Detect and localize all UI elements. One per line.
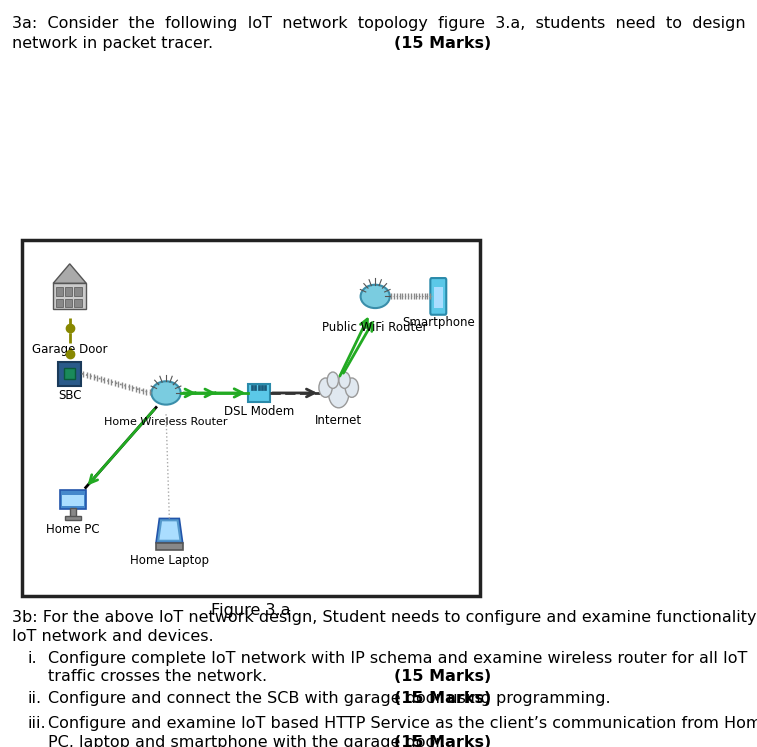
Text: IoT network and devices.: IoT network and devices.	[12, 628, 213, 643]
Text: Home PC: Home PC	[46, 524, 100, 536]
Bar	[70, 508, 76, 516]
FancyBboxPatch shape	[430, 278, 447, 314]
Text: Configure complete IoT network with IP schema and examine wireless router for al: Configure complete IoT network with IP s…	[48, 651, 747, 666]
Text: SBC: SBC	[58, 389, 82, 402]
Text: network in packet tracer.: network in packet tracer.	[12, 36, 213, 51]
Circle shape	[327, 372, 338, 388]
Polygon shape	[156, 518, 182, 542]
Text: Configure and examine IoT based HTTP Service as the client’s communication from : Configure and examine IoT based HTTP Ser…	[48, 716, 757, 731]
Text: Public WiFi Router: Public WiFi Router	[322, 320, 428, 334]
Bar	[56, 287, 63, 296]
Ellipse shape	[360, 285, 390, 308]
Bar	[64, 368, 75, 379]
Circle shape	[345, 378, 359, 397]
Bar	[53, 283, 86, 309]
Bar	[65, 287, 73, 296]
Bar	[254, 385, 257, 390]
Text: Home Laptop: Home Laptop	[130, 554, 209, 567]
Bar	[65, 299, 73, 307]
Text: 3a:  Consider  the  following  IoT  network  topology  figure  3.a,  students  n: 3a: Consider the following IoT network t…	[12, 16, 757, 31]
Text: i.: i.	[28, 651, 38, 666]
Bar	[257, 385, 260, 390]
Text: Internet: Internet	[315, 414, 363, 427]
Text: (15 Marks): (15 Marks)	[394, 691, 491, 707]
Bar	[62, 495, 84, 506]
Bar	[434, 287, 443, 308]
Bar	[65, 515, 81, 521]
Bar	[56, 299, 63, 307]
Circle shape	[319, 378, 332, 397]
Text: Configure and connect the SCB with garage door using programming.: Configure and connect the SCB with garag…	[48, 691, 610, 707]
Polygon shape	[53, 264, 86, 283]
Polygon shape	[160, 521, 179, 540]
Bar	[156, 542, 182, 551]
Text: iii.: iii.	[28, 716, 46, 731]
Bar	[251, 385, 253, 390]
Text: (15 Marks): (15 Marks)	[394, 36, 491, 51]
Text: Garage Door: Garage Door	[32, 343, 107, 356]
Text: DSL Modem: DSL Modem	[224, 405, 294, 418]
Text: PC, laptop and smartphone with the garage door.: PC, laptop and smartphone with the garag…	[48, 735, 445, 747]
Bar	[248, 384, 269, 402]
Text: 3b: For the above IoT network design, Student needs to configure and examine fun: 3b: For the above IoT network design, St…	[12, 610, 757, 625]
Bar	[261, 385, 263, 390]
FancyBboxPatch shape	[22, 241, 480, 595]
Text: Smartphone: Smartphone	[402, 316, 475, 329]
Circle shape	[329, 378, 349, 408]
Ellipse shape	[151, 381, 181, 405]
Bar	[74, 287, 82, 296]
Text: Figure 3.a: Figure 3.a	[211, 604, 291, 619]
Text: traffic crosses the network.: traffic crosses the network.	[48, 669, 267, 684]
Bar	[58, 362, 81, 385]
Circle shape	[339, 372, 350, 388]
Bar	[264, 385, 266, 390]
Text: (15 Marks): (15 Marks)	[394, 735, 491, 747]
Bar	[74, 299, 82, 307]
Text: Home Wireless Router: Home Wireless Router	[104, 417, 228, 427]
Text: (15 Marks): (15 Marks)	[394, 669, 491, 684]
Text: ii.: ii.	[28, 691, 42, 707]
Bar	[61, 490, 86, 509]
